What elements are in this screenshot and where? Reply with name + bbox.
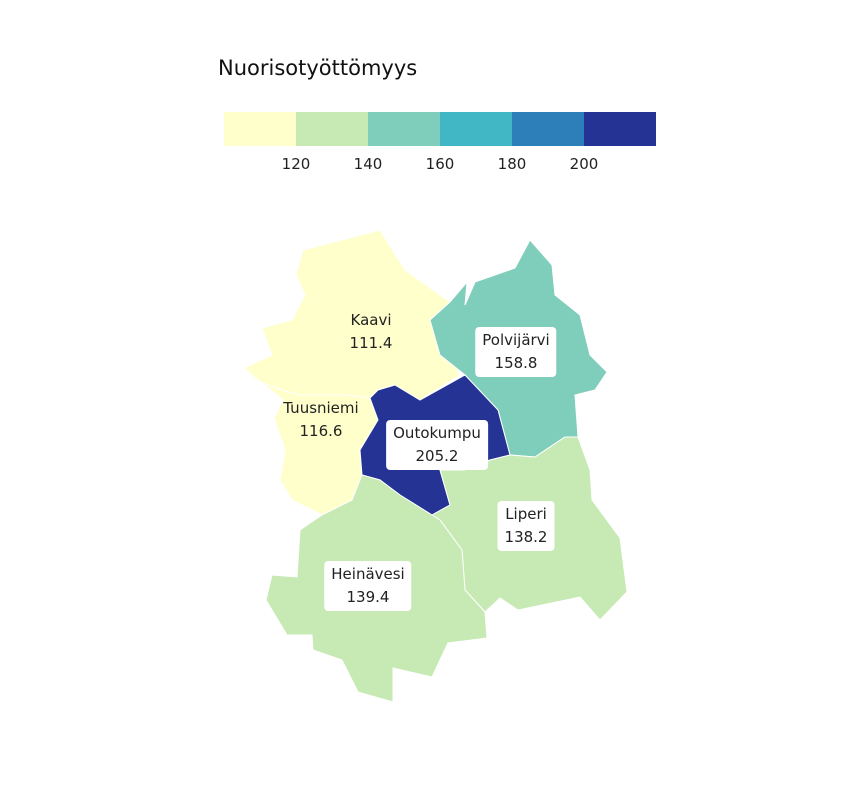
region-label-kaavi: Kaavi 111.4 (343, 307, 400, 357)
region-name: Polvijärvi (482, 331, 550, 349)
region-label-outokumpu: Outokumpu 205.2 (386, 420, 488, 470)
region-name: Outokumpu (393, 424, 481, 442)
region-name: Heinävesi (331, 565, 405, 583)
legend-swatch-3 (368, 112, 440, 146)
legend-tick: 120 (281, 155, 311, 173)
region-name: Liperi (505, 505, 547, 523)
region-value: 139.4 (346, 588, 390, 606)
legend-tick: 160 (425, 155, 455, 173)
region-value: 111.4 (349, 334, 393, 352)
region-label-polvijarvi: Polvijärvi 158.8 (475, 327, 557, 377)
region-value: 116.6 (299, 422, 343, 440)
legend-color-scale (224, 112, 656, 146)
legend-title: Nuorisotyöttömyys (218, 56, 418, 80)
region-label-tuusniemi: Tuusniemi 116.6 (276, 395, 365, 445)
legend-tick: 200 (569, 155, 599, 173)
legend-swatch-2 (296, 112, 368, 146)
region-name: Kaavi (350, 311, 392, 329)
region-value: 138.2 (504, 528, 548, 546)
legend-swatch-4 (440, 112, 512, 146)
region-value: 205.2 (415, 447, 459, 465)
region-name: Tuusniemi (283, 399, 359, 417)
legend-swatch-6 (584, 112, 656, 146)
region-label-heinavesi: Heinävesi 139.4 (324, 561, 412, 611)
legend-swatch-1 (224, 112, 296, 146)
legend-tick: 140 (353, 155, 383, 173)
legend-swatch-5 (512, 112, 584, 146)
region-value: 158.8 (494, 354, 538, 372)
region-label-liperi: Liperi 138.2 (497, 501, 555, 551)
legend-tick: 180 (497, 155, 527, 173)
